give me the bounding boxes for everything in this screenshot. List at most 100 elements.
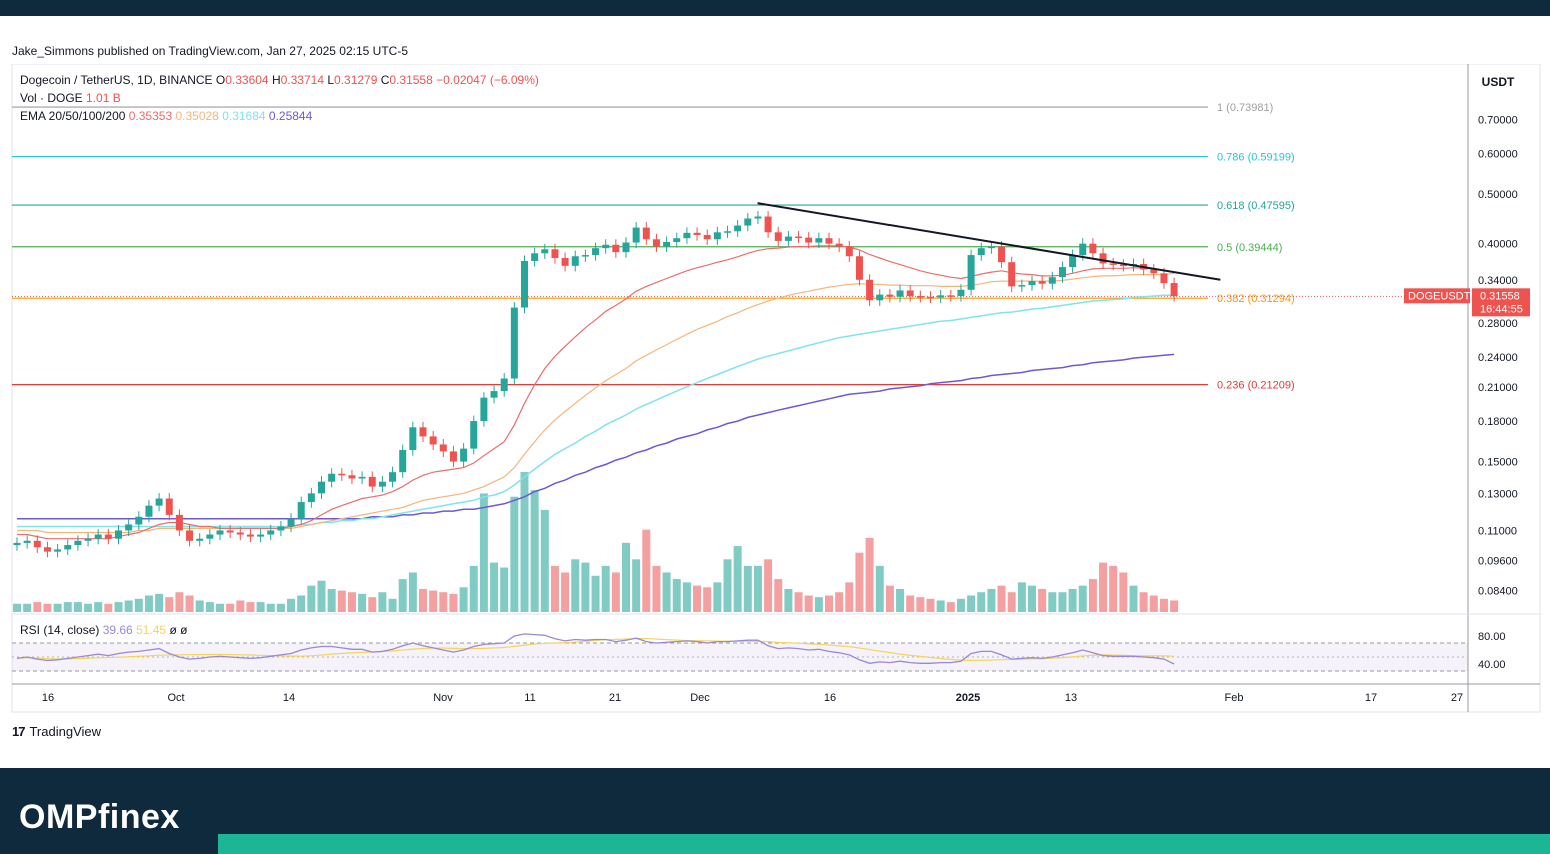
candle-body <box>429 436 437 445</box>
candle-body <box>277 526 285 531</box>
volume-bar <box>185 595 194 612</box>
price-countdown: 16:44:55 <box>1480 303 1523 315</box>
volume-bar <box>358 593 367 612</box>
volume-bar <box>490 562 499 612</box>
candle-body <box>784 236 792 241</box>
candle-body <box>64 545 72 550</box>
candle-body <box>967 255 975 290</box>
ohlc-value: 0.33604 <box>225 73 272 87</box>
volume-bar <box>205 602 214 612</box>
ohlc-label: O <box>216 73 225 87</box>
candle-body <box>94 534 102 539</box>
candle-body <box>175 514 183 531</box>
volume-bar <box>855 552 864 612</box>
omfinex-logo: OMPfinex <box>19 798 180 836</box>
candle-body <box>835 243 843 247</box>
volume-bar <box>753 565 762 612</box>
volume-bar <box>814 597 823 612</box>
candle-body <box>652 239 660 247</box>
candle-body <box>54 549 62 552</box>
rsi-band <box>12 643 1468 671</box>
volume-bar <box>216 603 224 612</box>
candle-body <box>541 249 549 254</box>
candle-body <box>1048 277 1056 284</box>
chart-panel[interactable]: USDT 0.70000 0.60000 0.50000 0.40000 0.34000 0… <box>0 64 1550 714</box>
volume-bar <box>713 582 722 612</box>
symbol-tag-bg <box>1404 288 1470 304</box>
rsi-ma-line <box>16 637 1175 662</box>
ema-value: 0.25844 <box>269 109 313 123</box>
candle-body <box>419 427 427 437</box>
candle-body <box>1160 273 1168 284</box>
rsi-ma-value: 51.45 <box>136 623 169 637</box>
price-tick-label: 0.40000 <box>1478 239 1518 251</box>
candle-body <box>551 249 559 259</box>
volume-bar <box>906 595 915 612</box>
rsi-label: RSI (14, close) <box>20 623 103 637</box>
time-tick-label: 17 <box>1365 692 1377 704</box>
fib-level-label: 0.618 (0.47595) <box>1217 200 1295 212</box>
fib-level-label: 1 (0.73981) <box>1217 102 1273 114</box>
legend-symbol: Dogecoin / TetherUS, 1D, BINANCE <box>20 73 216 87</box>
candle-body <box>764 216 772 233</box>
volume-bar <box>956 598 965 612</box>
candle-body <box>734 225 742 232</box>
candle-body <box>876 294 884 301</box>
candle-body <box>246 534 254 537</box>
volume-bar <box>378 592 387 612</box>
candle-body <box>602 244 610 249</box>
volume-bar <box>337 590 346 612</box>
candle-body <box>1008 262 1016 287</box>
candle-body <box>186 530 194 541</box>
candle-body <box>1058 267 1066 278</box>
candle-body <box>1119 264 1127 267</box>
candle-body <box>145 505 153 517</box>
chart-frame <box>11 64 1541 713</box>
candle-body <box>439 444 447 452</box>
volume-bar <box>500 567 509 612</box>
candle-body <box>581 255 589 257</box>
footer-bar: OMPfinex <box>0 768 1550 854</box>
ema-value: 0.35028 <box>175 109 222 123</box>
candle-body <box>937 295 945 298</box>
volume-bar <box>530 490 539 612</box>
candle-body <box>368 476 376 487</box>
volume-bar <box>977 592 986 612</box>
volume-bar <box>672 579 681 612</box>
volume-bar <box>1028 585 1036 612</box>
price-tick-label: 0.34000 <box>1478 275 1518 287</box>
volume-bar <box>23 603 32 612</box>
volume-bar <box>693 585 702 612</box>
candle-body <box>500 378 508 392</box>
volume-bar <box>469 565 478 612</box>
ohlc-value: 0.33714 <box>281 73 328 87</box>
volume-bar <box>1078 585 1087 612</box>
legend-volume-line: Vol · DOGE 1.01 B <box>20 91 121 105</box>
candle-body <box>196 538 204 541</box>
candle-body <box>987 246 995 249</box>
volume-bar <box>550 565 559 612</box>
volume-bar <box>388 598 397 612</box>
time-tick-label: 16 <box>824 692 836 704</box>
volume-bar <box>287 598 296 612</box>
volume-bar <box>84 603 93 612</box>
chart[interactable]: USDT 0.70000 0.60000 0.50000 0.40000 0.34000 0… <box>0 64 1550 714</box>
candle-body <box>906 290 914 297</box>
candle-body <box>977 248 985 256</box>
volume-bar <box>73 602 82 612</box>
volume-bar <box>94 602 103 612</box>
candle-body <box>845 246 853 257</box>
volume-bar <box>1048 592 1057 612</box>
volume-bar <box>622 542 630 612</box>
volume-bar <box>662 572 671 612</box>
candle-body <box>1099 253 1107 264</box>
volume-bar <box>276 603 285 612</box>
candle-body <box>115 530 122 539</box>
candle-body <box>754 216 762 219</box>
candle-body <box>744 218 752 226</box>
candle-body <box>358 476 366 479</box>
volume-bar <box>703 587 712 612</box>
volume-bar <box>236 600 245 612</box>
volume-bar <box>1017 582 1026 612</box>
price-tick-label: 0.24000 <box>1478 352 1518 364</box>
